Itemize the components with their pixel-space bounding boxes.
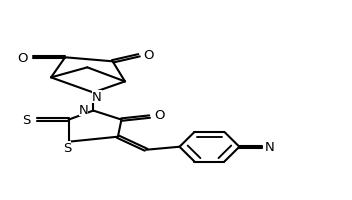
Text: N: N xyxy=(265,141,275,153)
Text: O: O xyxy=(154,109,165,121)
Text: O: O xyxy=(18,52,28,64)
Text: N: N xyxy=(78,104,88,116)
Text: S: S xyxy=(63,142,71,154)
Text: O: O xyxy=(144,49,154,61)
Text: S: S xyxy=(22,114,31,126)
Text: N: N xyxy=(92,91,102,103)
